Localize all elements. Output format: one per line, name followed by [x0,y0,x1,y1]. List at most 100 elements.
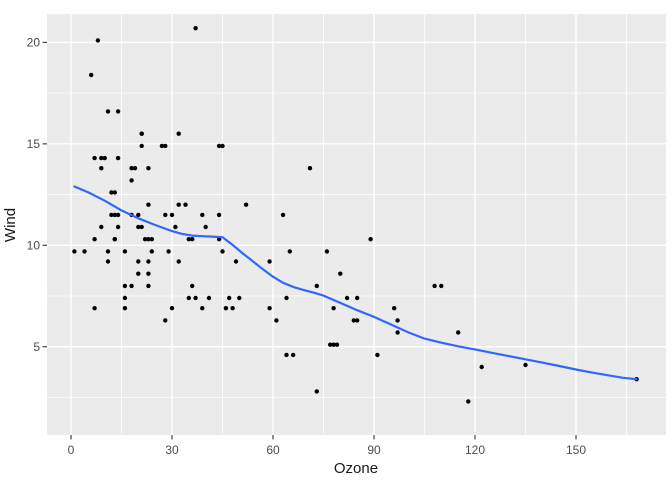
data-point [115,212,121,218]
data-point [112,212,118,218]
data-point [163,143,168,149]
data-point [99,166,104,171]
panel-background [47,14,666,435]
x-axis-tick-labels: 0 30 60 90 120 150 [68,443,587,457]
data-point [146,271,151,276]
data-point [523,362,528,368]
data-point [146,202,151,207]
data-point [163,318,168,323]
data-point [375,352,380,358]
data-point [99,155,104,161]
data-point [136,224,141,230]
data-point [227,295,232,301]
data-point [183,202,188,207]
data-point [92,237,97,242]
data-point [139,143,144,149]
x-tick-label: 60 [266,443,280,457]
data-point [176,202,181,207]
data-point [190,237,195,242]
data-point [122,283,128,289]
data-point [139,224,144,230]
data-point [146,283,151,289]
data-point [169,212,175,218]
data-point [105,249,111,254]
data-point [169,306,175,311]
data-point [243,202,249,207]
data-point [324,249,330,254]
data-point [146,237,151,242]
y-tick-label: 5 [33,340,40,354]
data-point [479,364,484,370]
data-point [287,249,292,254]
data-point [122,295,128,301]
data-point [142,237,148,242]
data-point [112,237,118,242]
data-point [99,224,104,230]
data-point [220,143,225,149]
data-point [216,212,222,218]
data-point [432,283,437,289]
grid-major-lines [47,14,666,435]
data-point [92,306,97,311]
data-point [146,259,151,264]
data-point [163,212,168,218]
data-point [220,249,225,254]
data-point [159,143,165,149]
data-point [129,166,134,171]
data-point [206,295,212,301]
data-point [115,224,121,230]
smooth-trend-line [73,185,638,381]
data-point [368,237,373,242]
data-point [136,259,141,264]
data-point [200,306,205,311]
data-point [95,38,101,43]
data-point [193,26,198,31]
data-point [223,306,229,311]
data-point [193,295,198,301]
data-point [200,212,205,218]
y-axis-tick-labels: 5 10 15 20 [27,36,41,354]
data-point [355,295,360,301]
data-point [274,318,279,323]
y-tick-label: 10 [27,238,41,252]
data-point [395,318,400,323]
data-point [284,295,289,301]
data-point [149,249,154,254]
data-point [105,259,111,264]
data-point [146,166,151,171]
data-point [129,178,134,183]
y-axis-tick-marks [42,41,47,348]
data-point [439,283,444,289]
data-point [109,212,114,218]
y-tick-label: 20 [27,36,41,50]
data-point [72,249,77,254]
data-point [237,295,242,301]
data-point [89,72,94,78]
x-axis-tick-marks [70,435,577,440]
data-point [355,318,360,323]
data-point [216,143,222,149]
y-tick-label: 15 [27,137,41,151]
data-point [109,190,114,195]
data-point [132,166,138,171]
data-point [173,224,178,230]
data-point [267,259,272,264]
data-point [291,352,296,358]
data-point [331,342,336,347]
data-point [203,224,208,230]
data-point [129,283,134,289]
x-axis-title: Ozone [334,460,378,477]
scatter-points [72,26,639,404]
data-point [314,389,319,394]
data-point [102,155,107,161]
data-point [307,166,313,171]
data-point [115,155,121,161]
data-point [331,306,336,311]
data-point [280,212,286,218]
data-point [186,295,191,301]
y-axis-title: Wind [2,208,19,242]
grid-minor-lines [47,14,666,435]
data-point [136,212,141,218]
data-point [122,306,128,311]
